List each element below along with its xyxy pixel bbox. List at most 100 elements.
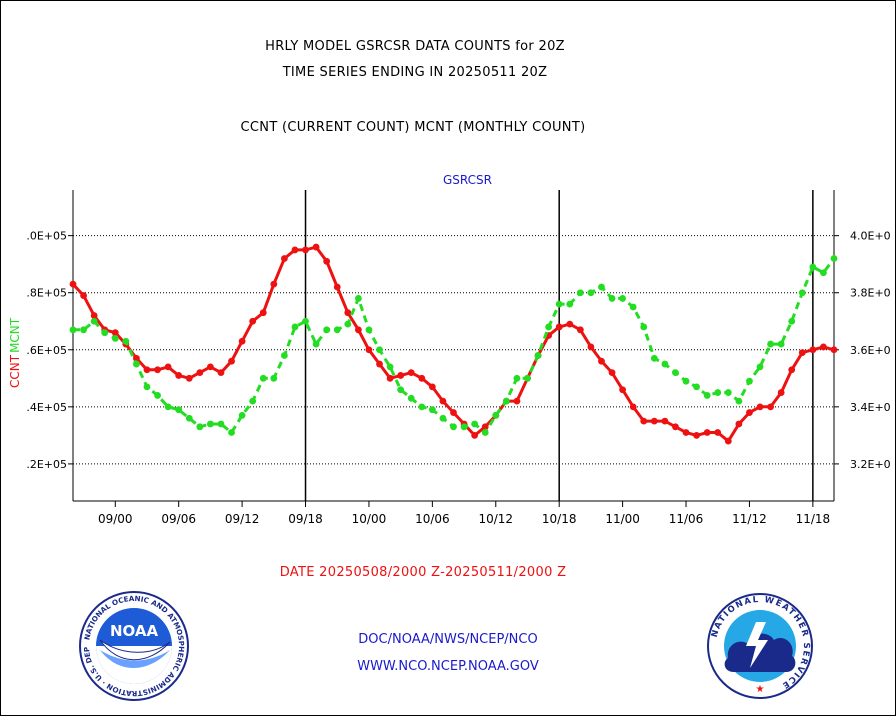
data-point-ccnt: [576, 326, 584, 334]
data-point-ccnt: [365, 346, 373, 354]
data-point-ccnt: [185, 374, 193, 382]
data-point-mcnt: [682, 377, 690, 385]
data-point-ccnt: [397, 372, 405, 379]
data-point-mcnt: [640, 323, 648, 331]
org-label: DOC/NOAA/NWS/NCEP/NCO: [358, 632, 538, 647]
right-tick-label: 3.6E+0: [850, 344, 891, 357]
data-point-mcnt: [693, 383, 700, 391]
data-point-ccnt: [175, 372, 183, 379]
data-point-ccnt: [207, 363, 214, 371]
data-point-mcnt: [724, 389, 732, 396]
y-axis-label-mcnt: MCNT: [8, 317, 22, 353]
data-point-ccnt: [333, 283, 341, 291]
date-range-label: DATE 20250508/2000 Z-20250511/2000 Z: [279, 565, 567, 580]
x-tick-label: 09/18: [288, 512, 323, 526]
data-point-mcnt: [756, 363, 764, 371]
noaa-logo: NOAA NATIONAL OCEANIC AND ATMOSPHERIC AD…: [78, 590, 189, 701]
data-point-mcnt: [302, 317, 309, 325]
data-point-mcnt: [735, 397, 743, 405]
chart-subtitle-series: CCNT (CURRENT COUNT) MCNT (MONTHLY COUNT…: [240, 120, 586, 135]
data-point-mcnt: [439, 414, 447, 422]
data-point-mcnt: [365, 326, 373, 334]
x-tick-label: 09/12: [225, 512, 260, 526]
data-point-mcnt: [576, 289, 584, 297]
data-point-ccnt: [386, 374, 394, 382]
data-point-ccnt: [587, 343, 595, 351]
data-point-mcnt: [608, 295, 616, 302]
data-point-ccnt: [439, 397, 447, 405]
data-point-mcnt: [175, 406, 183, 414]
plot-label: GSRCSR: [443, 173, 492, 187]
x-tick-label: 11/00: [605, 512, 640, 526]
x-tick-label: 11/12: [732, 512, 767, 526]
data-point-mcnt: [545, 323, 553, 331]
data-point-mcnt: [798, 289, 806, 297]
data-point-ccnt: [291, 246, 299, 254]
website-link[interactable]: WWW.NCO.NCEP.NOAA.GOV: [357, 659, 539, 674]
left-tick-label: .4E+05: [26, 401, 67, 414]
data-point-mcnt: [672, 369, 679, 377]
data-point-mcnt: [566, 300, 574, 308]
data-point-mcnt: [534, 352, 542, 359]
data-point-ccnt: [376, 360, 383, 368]
data-point-mcnt: [397, 386, 405, 394]
data-point-mcnt: [661, 360, 669, 368]
data-point-ccnt: [619, 386, 627, 394]
data-point-ccnt: [270, 280, 278, 288]
data-point-mcnt: [270, 374, 278, 382]
data-point-ccnt: [629, 403, 637, 411]
data-point-ccnt: [661, 417, 669, 425]
data-point-mcnt: [746, 377, 753, 385]
data-point-ccnt: [682, 429, 690, 436]
left-tick-label: .6E+05: [26, 344, 67, 357]
data-point-ccnt: [598, 357, 605, 365]
nws-logo: ★ NATIONAL WEATHER SERVICE: [707, 593, 813, 699]
left-tick-label: .8E+05: [26, 287, 67, 300]
data-point-ccnt: [133, 354, 140, 362]
data-point-ccnt: [323, 257, 331, 265]
data-point-mcnt: [164, 403, 172, 411]
data-point-mcnt: [650, 354, 658, 362]
data-point-ccnt: [756, 403, 764, 411]
data-point-ccnt: [820, 343, 827, 351]
data-point-mcnt: [471, 420, 479, 428]
data-point-mcnt: [80, 326, 87, 334]
data-point-ccnt: [164, 363, 172, 371]
data-point-mcnt: [154, 392, 161, 399]
data-point-ccnt: [302, 246, 309, 254]
data-point-ccnt: [354, 326, 362, 334]
data-point-mcnt: [777, 340, 785, 348]
data-point-mcnt: [249, 397, 257, 405]
data-point-mcnt: [450, 423, 457, 431]
x-tick-label: 10/12: [478, 512, 513, 526]
data-point-mcnt: [143, 383, 151, 391]
data-point-mcnt: [428, 406, 436, 414]
data-point-mcnt: [460, 423, 468, 431]
data-point-ccnt: [428, 383, 436, 391]
data-point-mcnt: [619, 295, 627, 302]
data-point-ccnt: [672, 423, 679, 431]
data-point-ccnt: [196, 369, 204, 377]
data-point-ccnt: [608, 369, 616, 377]
data-point-mcnt: [207, 420, 214, 428]
data-point-mcnt: [809, 263, 817, 271]
data-point-ccnt: [830, 346, 838, 354]
data-point-mcnt: [407, 394, 415, 402]
data-point-ccnt: [724, 437, 732, 445]
data-point-mcnt: [703, 392, 711, 399]
left-tick-label: .2E+05: [26, 458, 67, 471]
data-point-mcnt: [333, 326, 341, 334]
data-point-mcnt: [513, 374, 521, 382]
data-point-ccnt: [450, 409, 457, 416]
data-point-mcnt: [767, 340, 774, 348]
x-tick-label: 11/18: [796, 512, 831, 526]
data-point-mcnt: [555, 300, 563, 308]
data-point-ccnt: [228, 357, 235, 365]
data-point-mcnt: [323, 326, 331, 334]
data-point-mcnt: [714, 389, 722, 396]
data-point-mcnt: [133, 360, 140, 368]
data-point-mcnt: [228, 429, 235, 436]
data-point-ccnt: [703, 429, 711, 436]
